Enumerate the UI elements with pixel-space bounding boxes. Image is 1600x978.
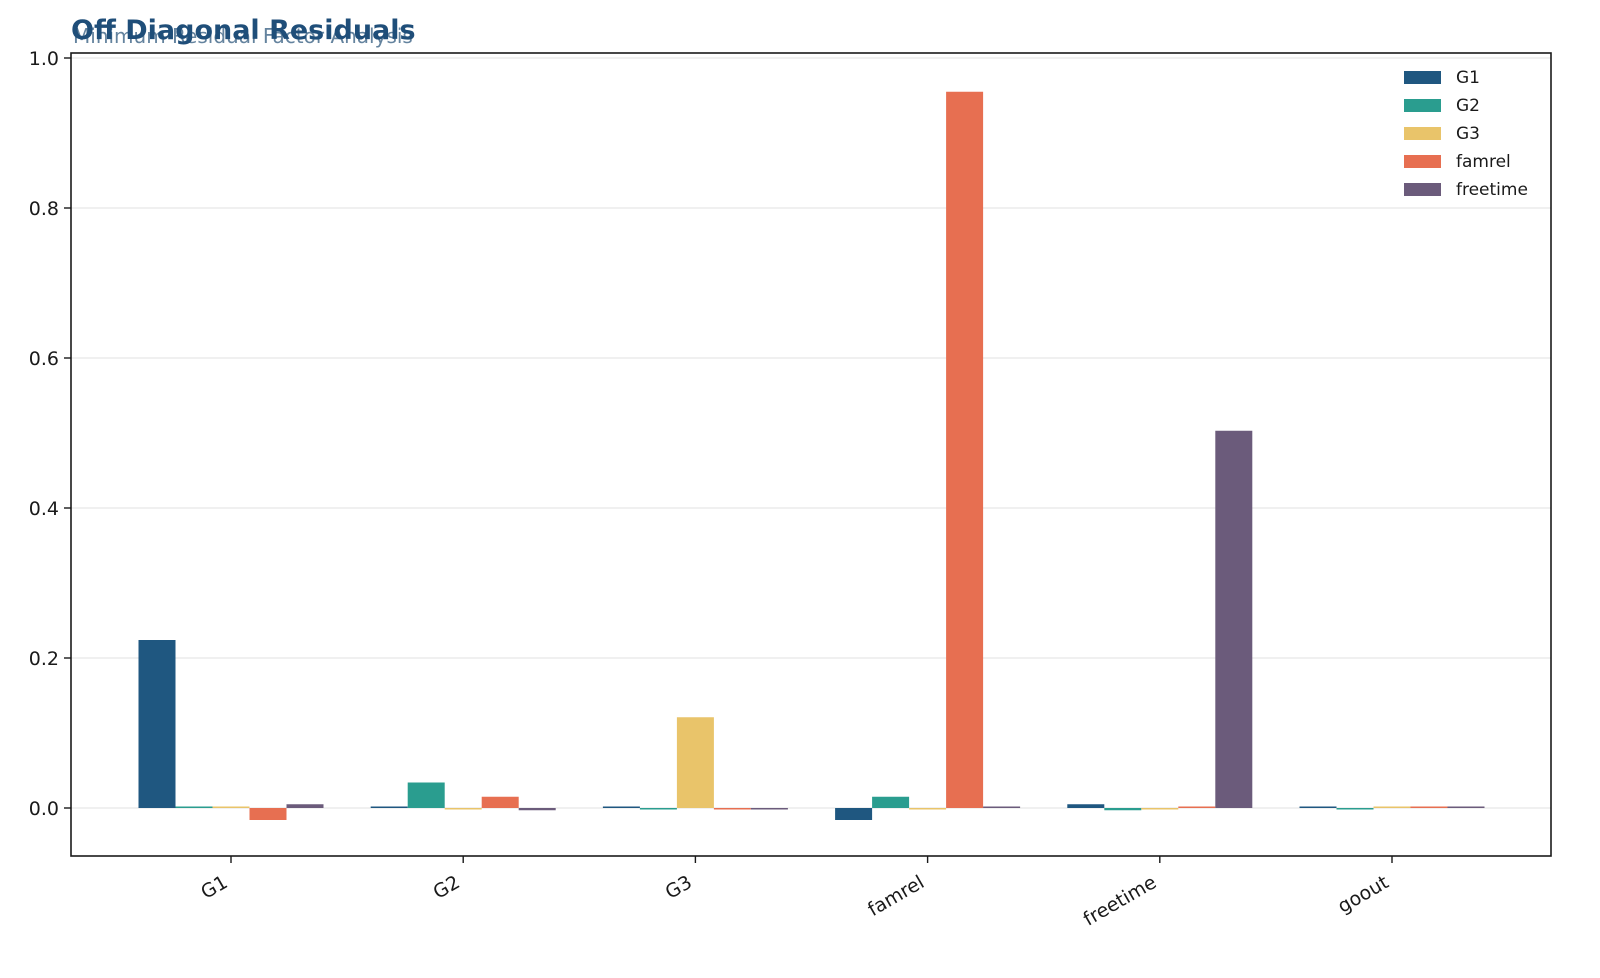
bar-G1-G2 [370,806,408,808]
legend-label-G1: G1 [1456,68,1480,88]
legend-swatch-G2 [1404,99,1441,112]
y-tick-label: 0.0 [29,798,59,820]
bar-famrel-G3 [713,808,751,810]
chart-title: Off Diagonal Residuals [71,15,416,46]
y-tick-label: 0.6 [29,348,59,370]
bar-freetime-famrel [983,806,1021,808]
x-tick-label: G1 [197,871,231,903]
x-tick-label: freetime [1080,871,1161,930]
legend-swatch-famrel [1404,155,1441,168]
bar-G1-famrel [835,808,873,820]
legend-label-freetime: freetime [1456,180,1528,200]
bar-G1-G1 [138,640,176,808]
bar-G2-goout [1336,808,1374,810]
gridlines [71,57,1551,809]
chart-subtitle: Minimum Residual Factor Analysis [73,24,413,48]
bar-freetime-goout [1447,806,1485,808]
legend: G1 G2 G3 famrel freetime [1404,68,1528,200]
x-tick-label: famrel [864,871,928,921]
bar-famrel-G1 [249,808,287,820]
legend-swatch-freetime [1404,183,1441,196]
x-tick-label: G3 [662,871,696,903]
bar-G2-famrel [872,796,910,808]
bar-freetime-freetime [1215,430,1253,808]
bar-G3-G1 [212,806,250,808]
bar-freetime-G3 [750,808,788,810]
bar-G2-G2 [407,782,445,808]
y-tick-label: 0.8 [29,198,59,220]
legend-label-G3: G3 [1456,124,1480,144]
x-tick-label: goout [1334,871,1392,917]
y-axis: 0.0 0.2 0.4 0.6 0.8 1.0 [29,48,71,820]
bar-G2-freetime [1104,808,1142,811]
bar-G3-G3 [676,717,714,808]
plot-frame [70,52,1552,857]
bars [138,91,1485,820]
y-tick-label: 1.0 [29,48,59,70]
bar-G1-freetime [1067,804,1105,808]
y-tick-label: 0.2 [29,648,59,670]
bar-G3-famrel [909,808,947,810]
bar-G2-G3 [639,808,677,810]
bar-freetime-G1 [286,804,324,808]
legend-swatch-G1 [1404,71,1441,84]
bar-freetime-G2 [518,808,556,811]
legend-label-G2: G2 [1456,96,1480,116]
legend-swatch-G3 [1404,127,1441,140]
bar-G3-freetime [1141,808,1179,810]
x-axis: G1 G2 G3 famrel freetime goout [197,856,1393,931]
bar-G1-G3 [602,806,640,808]
bar-G3-goout [1373,806,1411,808]
bar-famrel-G2 [481,796,519,808]
y-tick-label: 0.4 [29,498,59,520]
bar-G3-G2 [444,808,482,810]
bar-famrel-famrel [946,91,984,808]
x-tick-label: G2 [429,871,463,903]
bar-G2-G1 [175,806,213,808]
legend-label-famrel: famrel [1456,152,1511,172]
bar-famrel-goout [1410,806,1448,808]
bar-famrel-freetime [1178,806,1216,808]
bar-G1-goout [1299,806,1337,808]
